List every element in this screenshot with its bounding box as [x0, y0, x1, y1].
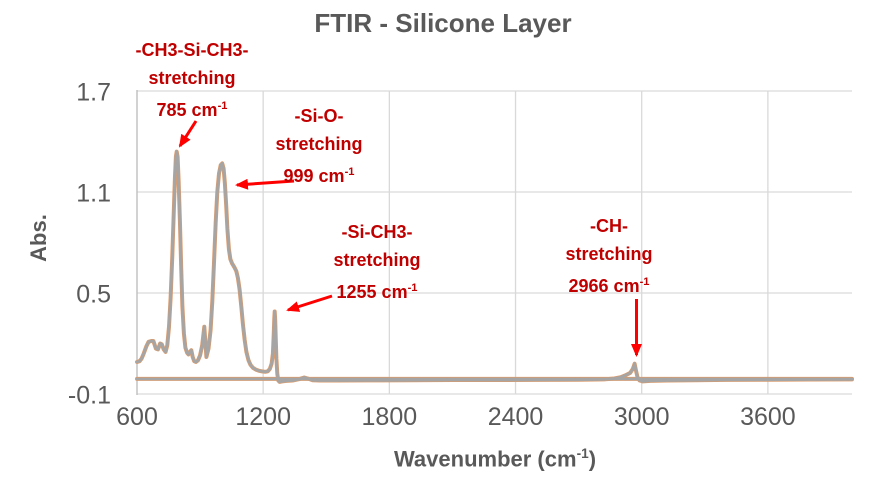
annotation-arrow-1	[178, 120, 198, 148]
spectrum-line-under	[135, 149, 854, 384]
annotation-arrow-2	[235, 178, 295, 190]
annotation-arrow-3	[286, 294, 333, 312]
spectrum-line	[135, 150, 854, 384]
